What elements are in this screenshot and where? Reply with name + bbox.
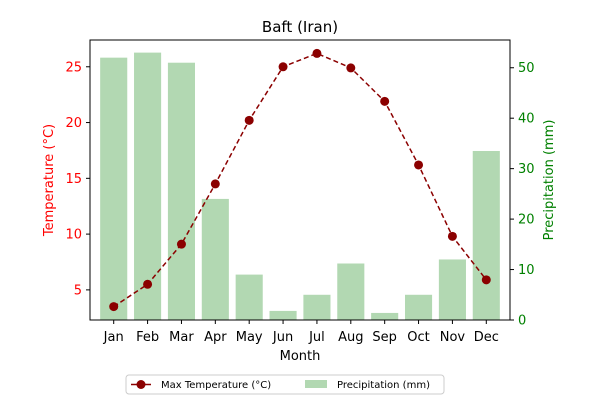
x-tick-label-feb: Feb <box>136 330 159 345</box>
precipitation-bar-jan <box>100 57 128 321</box>
precipitation-bar-feb <box>134 52 162 321</box>
temperature-point-sep <box>380 96 390 106</box>
legend: Max Temperature (°C) Precipitation (mm) <box>125 374 445 395</box>
x-tick-label-apr: Apr <box>204 330 227 345</box>
temperature-line <box>113 52 487 308</box>
chart-title: Baft (Iran) <box>262 18 338 36</box>
temperature-point-nov <box>447 231 457 241</box>
y-axis-right: 0 10 20 30 40 50 <box>510 61 535 329</box>
y-right-tick-label-30: 30 <box>518 162 535 177</box>
precipitation-bar-sep <box>371 312 399 320</box>
y-right-tick-label-50: 50 <box>518 61 535 76</box>
y-left-tick-label-10: 10 <box>65 228 82 243</box>
y-left-tick-label-5: 5 <box>74 283 82 298</box>
temperature-line-layer <box>109 48 491 312</box>
temperature-point-oct <box>414 160 424 170</box>
x-tick-label-jan: Jan <box>103 330 124 345</box>
temperature-point-jul <box>312 48 322 58</box>
x-axis: Jan Feb Mar Apr May Jun Jul Aug Sep Oct Nov Dec <box>103 320 499 345</box>
y-right-tick-label-10: 10 <box>518 263 535 278</box>
temperature-point-apr <box>210 179 220 189</box>
y-left-tick-label-15: 15 <box>65 172 82 187</box>
precipitation-bar-dec <box>472 150 500 320</box>
temperature-point-aug <box>346 63 356 73</box>
x-tick-label-may: May <box>236 330 263 345</box>
x-tick-label-jul: Jul <box>308 330 325 345</box>
precipitation-bar-oct <box>405 294 433 320</box>
x-tick-label-aug: Aug <box>338 330 363 345</box>
temperature-point-jun <box>278 62 288 72</box>
x-tick-label-jun: Jun <box>272 330 293 345</box>
y-left-tick-label-20: 20 <box>65 116 82 131</box>
x-tick-label-dec: Dec <box>474 330 499 345</box>
y-right-tick-label-40: 40 <box>518 112 535 127</box>
precipitation-bar-mar <box>167 62 195 321</box>
precipitation-bar-jun <box>269 310 297 320</box>
legend-precipitation-label: Precipitation (mm) <box>337 380 430 391</box>
y-right-tick-label-0: 0 <box>518 314 526 329</box>
x-tick-label-nov: Nov <box>440 330 466 345</box>
temperature-point-may <box>244 115 254 125</box>
temperature-point-jan <box>109 302 119 312</box>
y-axis-right-label: Precipitation (mm) <box>542 120 557 241</box>
temperature-point-mar <box>176 239 186 249</box>
temperature-point-dec <box>481 275 491 285</box>
x-axis-label: Month <box>280 349 321 364</box>
x-tick-label-mar: Mar <box>169 330 194 345</box>
precipitation-bar-aug <box>337 263 365 320</box>
plot-frame <box>89 39 511 321</box>
precipitation-bar-may <box>235 274 263 320</box>
y-axis-left-label: Temperature (°C) <box>42 124 57 237</box>
legend-temperature-label: Max Temperature (°C) <box>161 380 271 391</box>
precipitation-bar-jul <box>303 294 331 320</box>
precipitation-bar-nov <box>438 259 466 320</box>
legend-line-marker <box>136 380 146 389</box>
temperature-point-feb <box>143 279 153 289</box>
x-tick-label-sep: Sep <box>372 330 397 345</box>
precipitation-bars <box>100 52 500 321</box>
legend-bar-swatch <box>305 380 327 388</box>
y-left-tick-label-25: 25 <box>65 60 82 75</box>
precipitation-bar-apr <box>201 198 229 320</box>
y-axis-left: 5 10 15 20 25 <box>65 60 90 298</box>
legend-frame <box>125 374 445 395</box>
x-tick-label-oct: Oct <box>407 330 429 345</box>
y-right-tick-label-20: 20 <box>518 213 535 228</box>
